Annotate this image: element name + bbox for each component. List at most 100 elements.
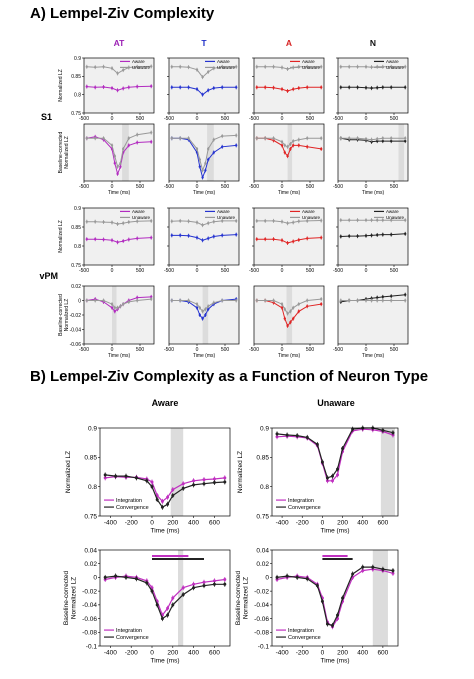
x-tick-label: 0 (365, 347, 368, 353)
data-point (330, 479, 334, 483)
x-tick-label: 0 (281, 184, 284, 190)
y-tick-label: 0.8 (88, 484, 97, 491)
data-point (370, 65, 373, 69)
legend-label: Aware (302, 209, 315, 214)
data-point (264, 237, 267, 241)
legend-label: Integration (116, 628, 142, 634)
data-point (381, 233, 384, 236)
y-tick-label: -0.04 (254, 602, 269, 609)
x-tick-label: 600 (209, 520, 220, 527)
x-tick-label: -500 (333, 116, 343, 122)
x-tick-label: 500 (136, 184, 145, 190)
y-tick-label: 0.02 (71, 284, 81, 290)
data-point (195, 68, 199, 71)
x-tick-label: 600 (377, 650, 388, 657)
data-point (116, 241, 119, 244)
data-point (306, 305, 309, 308)
data-point (272, 137, 275, 140)
data-point (171, 488, 175, 492)
data-point (195, 221, 199, 224)
data-point (134, 476, 138, 480)
x-tick-label: -500 (164, 268, 174, 274)
data-point (292, 221, 295, 224)
y-tick-label: -0.06 (82, 616, 97, 623)
data-point (179, 299, 182, 302)
data-point (171, 493, 175, 497)
data-point (315, 584, 319, 588)
data-point (212, 477, 216, 481)
x-tick-label: 0 (196, 268, 199, 274)
shaded-window (112, 286, 117, 344)
plot-frame (253, 57, 325, 114)
y-axis-label: Baseline-corrected (58, 131, 64, 173)
x-tick-label: 0 (111, 184, 114, 190)
plot-frame (99, 427, 231, 517)
data-point (201, 317, 204, 320)
panel-a-title: A) Lempel-Ziv Complexity (30, 5, 215, 22)
x-tick-label: 400 (357, 520, 368, 527)
data-point (150, 140, 153, 144)
x-tick-label: 0 (111, 347, 114, 353)
x-tick-label: -200 (125, 520, 138, 527)
data-point (404, 139, 407, 143)
data-point (155, 498, 159, 502)
data-point (376, 86, 379, 89)
data-point (212, 301, 215, 304)
data-point (195, 87, 199, 91)
data-point (320, 137, 323, 140)
data-point (381, 567, 385, 571)
data-point (283, 308, 286, 311)
x-axis-label: Time (ms) (193, 353, 216, 359)
data-point (202, 478, 206, 482)
data-point (170, 220, 173, 223)
data-point (181, 586, 185, 590)
y-tick-label: -0.04 (70, 327, 82, 333)
x-tick-label: 500 (306, 268, 315, 274)
data-point (150, 589, 154, 593)
data-point (306, 65, 309, 69)
data-point (110, 239, 114, 242)
x-axis-label: Time (ms) (362, 190, 385, 196)
data-point (381, 218, 384, 222)
data-point (136, 237, 139, 240)
data-point (136, 65, 139, 69)
x-tick-label: 0 (321, 650, 325, 657)
data-point (364, 86, 368, 89)
data-point (341, 447, 345, 451)
data-point (348, 65, 351, 69)
column-header: AT (114, 38, 126, 48)
data-point (235, 134, 238, 137)
data-point (390, 294, 393, 298)
plot-background (338, 124, 408, 181)
data-point (289, 142, 292, 146)
data-point (381, 137, 384, 140)
x-tick-label: -500 (79, 184, 89, 190)
x-tick-label: 500 (306, 116, 315, 122)
data-point (339, 65, 342, 69)
data-point (370, 86, 373, 90)
data-point (195, 236, 199, 239)
y-tick-label: 0 (265, 575, 269, 582)
data-point (306, 145, 309, 148)
data-point (391, 571, 395, 575)
row-label: vPM (39, 271, 58, 281)
data-point (320, 297, 323, 301)
data-point (280, 66, 284, 69)
data-point (110, 306, 114, 309)
data-point (85, 237, 89, 241)
data-point (124, 474, 128, 478)
plot-frame (271, 427, 399, 517)
x-tick-label: 0 (196, 116, 199, 122)
data-point (114, 474, 118, 478)
x-tick-label: -500 (164, 347, 174, 353)
plot-frame (337, 57, 409, 114)
data-point (306, 137, 309, 140)
data-point (336, 467, 340, 471)
data-point (292, 87, 295, 91)
legend-label: Aware (132, 209, 145, 214)
data-point (255, 86, 258, 89)
x-tick-label: 0 (111, 268, 114, 274)
data-point (122, 239, 125, 243)
data-point (179, 86, 182, 89)
data-point (320, 302, 323, 306)
